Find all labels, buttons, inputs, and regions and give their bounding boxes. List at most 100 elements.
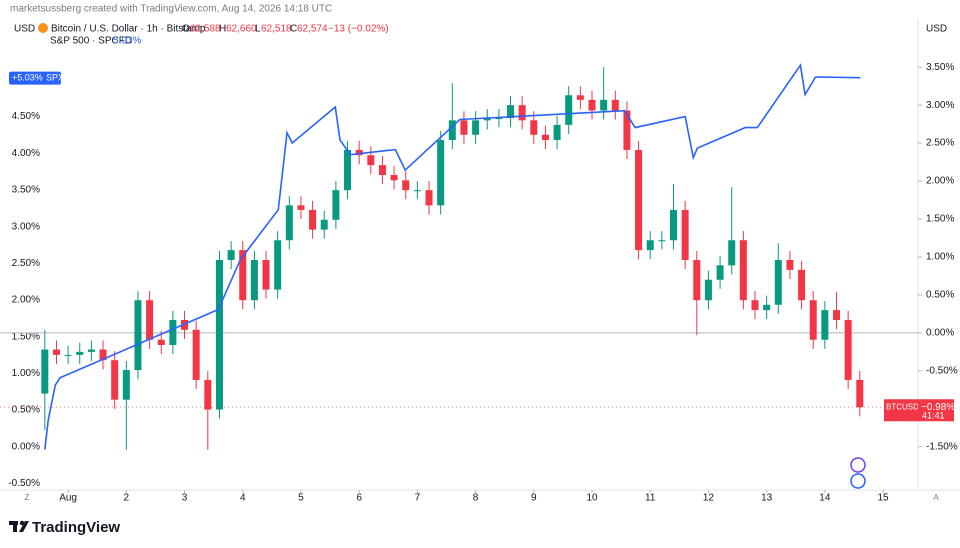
candle-body xyxy=(122,370,130,400)
last-value: −0.98% xyxy=(921,402,955,413)
x-tick-label: 4 xyxy=(240,493,246,504)
event-icon[interactable] xyxy=(850,457,866,473)
candle-body xyxy=(751,300,759,311)
countdown: 41:41 xyxy=(922,411,945,421)
y2-tick-label: 2.00% xyxy=(926,176,954,187)
spx-label-box xyxy=(9,71,61,85)
country-icon[interactable] xyxy=(850,473,866,489)
candle-body xyxy=(646,240,654,251)
auto-icon[interactable]: A xyxy=(933,493,939,502)
x-tick-label: 12 xyxy=(703,493,715,504)
spx-name: SPX xyxy=(46,73,64,83)
candle-body xyxy=(798,269,806,301)
candle-body xyxy=(297,205,305,210)
candle-body xyxy=(169,319,177,346)
ohlc-l-label: L xyxy=(255,24,261,35)
compare-title: S&P 500 · SPCFD xyxy=(50,36,132,47)
candle-body xyxy=(530,120,538,135)
y-tick-label: 0.50% xyxy=(12,405,40,416)
ohlc-c: 62,574 xyxy=(297,24,328,35)
candle-body xyxy=(588,99,596,111)
y2-tick-label: 0.50% xyxy=(926,290,954,301)
candle-body xyxy=(239,250,247,301)
candle-body xyxy=(611,99,619,111)
candle-body xyxy=(821,310,829,340)
candle-body xyxy=(460,120,468,135)
candle-body xyxy=(192,329,200,380)
x-tick-label: Aug xyxy=(59,493,77,504)
candle-body xyxy=(41,349,49,394)
candle-body xyxy=(728,240,736,266)
candle-body xyxy=(157,339,165,346)
x-tick-label: 14 xyxy=(819,493,831,504)
ohlc-l: 62,518 xyxy=(261,24,292,35)
candle-body xyxy=(204,379,212,410)
candle-body xyxy=(111,360,119,400)
credit: marketsussberg created with TradingView.… xyxy=(10,4,332,15)
symbol-name: BTCUSD xyxy=(886,402,919,411)
symbol-title: Bitcoin / U.S. Dollar · 1h · Bitstamp xyxy=(51,24,206,35)
candle-body xyxy=(600,99,608,111)
candle-body xyxy=(250,260,258,301)
y-tick-label: 3.50% xyxy=(12,185,40,196)
candle-body xyxy=(134,300,142,371)
spx-value: +5.03% xyxy=(12,73,43,83)
x-tick-label: 8 xyxy=(473,493,479,504)
y2-tick-label: 1.00% xyxy=(926,252,954,263)
candle-body xyxy=(774,260,782,305)
y-tick-label: 2.00% xyxy=(12,295,40,306)
y2-tick-label: 0.00% xyxy=(926,328,954,339)
candle-body xyxy=(833,310,841,320)
candle-body xyxy=(87,349,95,352)
candle-body xyxy=(402,180,410,191)
x-tick-label: 13 xyxy=(761,493,773,504)
candle-body xyxy=(448,120,456,141)
ohlc-change: −13 (−0.02%) xyxy=(328,24,389,35)
candle-body xyxy=(495,118,503,120)
candle-body xyxy=(541,134,549,141)
candle-body xyxy=(565,95,573,125)
brand: TradingView xyxy=(32,519,120,536)
y2-tick-label: -1.50% xyxy=(926,441,958,452)
candle-body xyxy=(518,105,526,121)
candle-body xyxy=(856,379,864,408)
candle-body xyxy=(670,209,678,241)
y2-tick-label: 3.00% xyxy=(926,100,954,111)
candle-body xyxy=(76,351,84,355)
y2-tick-label: 3.50% xyxy=(926,62,954,73)
symbol-icon xyxy=(38,23,48,33)
candle-body xyxy=(472,120,480,135)
candle-body xyxy=(739,240,747,301)
candle-body xyxy=(576,95,584,100)
candle-body xyxy=(332,190,340,220)
candle-body xyxy=(355,149,363,156)
candle-body xyxy=(227,250,235,260)
x-tick-label: 7 xyxy=(415,493,421,504)
zoom-icon[interactable]: Z xyxy=(25,493,30,502)
x-tick-label: 11 xyxy=(645,493,656,504)
candle-body xyxy=(367,155,375,166)
x-tick-label: 2 xyxy=(124,493,130,504)
candle-body xyxy=(681,209,689,260)
candle-body xyxy=(344,149,352,191)
ohlc-c-label: C xyxy=(290,24,297,35)
y2-tick-label: 1.50% xyxy=(926,214,954,225)
y-tick-label: 2.50% xyxy=(12,258,40,269)
x-tick-label: 5 xyxy=(298,493,304,504)
candle-body xyxy=(623,110,631,150)
candle-body xyxy=(262,260,270,290)
y-tick-label: 1.50% xyxy=(12,331,40,342)
candle-body xyxy=(52,349,60,355)
candle-body xyxy=(786,260,794,270)
y-tick-label: 0.00% xyxy=(12,441,40,452)
candle-body xyxy=(413,190,421,192)
candle-body xyxy=(274,240,282,290)
candle-body xyxy=(844,319,852,380)
y-tick-label: 4.00% xyxy=(12,148,40,159)
x-tick-label: 15 xyxy=(878,493,890,504)
last-value-box xyxy=(918,399,954,422)
y-tick-label: 3.00% xyxy=(12,221,40,232)
candle-body xyxy=(658,240,666,242)
